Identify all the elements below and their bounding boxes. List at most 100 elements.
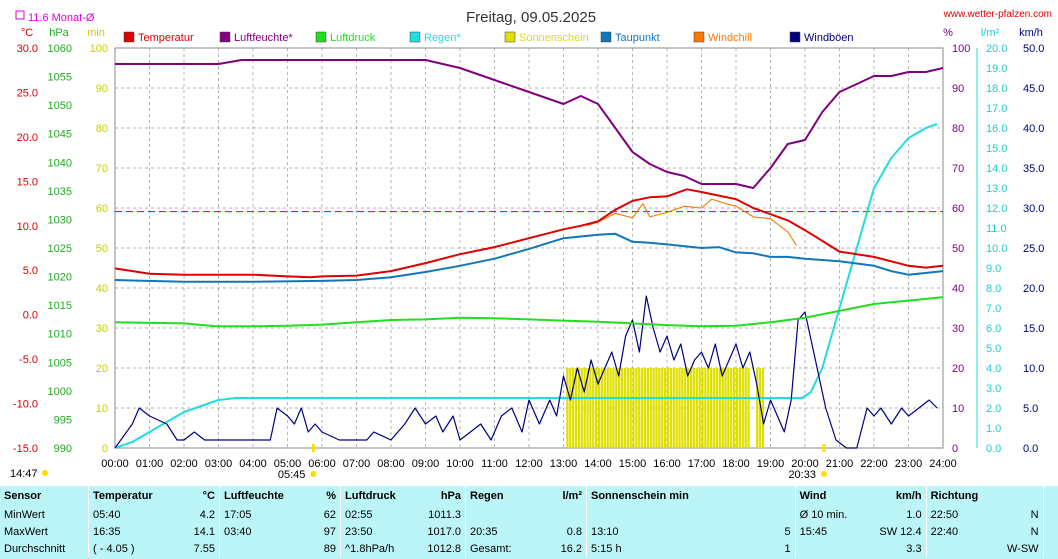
sunshine-bar	[632, 368, 635, 448]
x-tick-label: 01:00	[136, 458, 164, 470]
wind-tick-label: 0.0	[1023, 443, 1038, 455]
sunshine-bar	[612, 368, 615, 448]
dir-header: Richtung	[925, 486, 995, 506]
sunshine-bar	[664, 368, 667, 448]
sunshine-bar	[597, 368, 601, 448]
temperature-tick-label: 25.0	[17, 87, 38, 99]
x-tick-label: 23:00	[895, 458, 923, 470]
wind-value: SW 12.4	[879, 525, 922, 538]
temp-time: ( - 4.05 )	[88, 540, 177, 557]
sunshine-bar	[574, 368, 578, 448]
pressure-tick-label: 1035	[48, 186, 72, 198]
sunshine-bar	[756, 368, 759, 448]
sunshine-bar	[652, 368, 655, 448]
sunshine-tick-label: 30	[96, 323, 108, 335]
sunshine-bar	[712, 368, 716, 448]
sunshine-tick-label: 100	[90, 43, 108, 55]
wind-tick-label: 20.0	[1023, 283, 1044, 295]
legend-swatch	[123, 31, 135, 43]
temp-value: 7.55	[193, 542, 215, 555]
x-tick-label: 11:00	[481, 458, 508, 470]
legend-swatch	[693, 31, 705, 43]
rain-tick-label: 16.0	[986, 123, 1007, 135]
legend-swatch	[409, 31, 421, 43]
sunshine-bar	[730, 368, 733, 448]
wind-tick-label: 50.0	[1023, 43, 1044, 55]
wind-unit-label: km/h	[1019, 27, 1043, 39]
sunshine-bar	[666, 368, 670, 448]
hum-unit: %	[326, 490, 336, 502]
sunshine-bar	[715, 368, 719, 448]
sunshine-bar	[655, 368, 658, 448]
sunshine-bar	[649, 368, 652, 448]
weather-chart: 00:00 01:00 02:00 03:00 04:00 05:00 06:00 07:00…	[10, 9, 1052, 481]
sunshine-bar	[606, 368, 609, 448]
sunshine-bar	[641, 368, 644, 448]
sunshine-bar	[761, 368, 765, 448]
x-tick-label: 18:00	[722, 458, 750, 470]
sunshine-bar	[661, 368, 664, 448]
sunshine-bar	[744, 368, 747, 448]
x-tick-label: 12:00	[515, 458, 543, 470]
pressure-tick-label: 1055	[48, 72, 72, 84]
sun-dot-icon	[42, 470, 48, 476]
sunshine-bar	[692, 368, 696, 448]
axes: 00:00 01:00 02:00 03:00 04:00 05:00 06:00 07:00…	[13, 27, 1045, 470]
rain-tick-label: 13.0	[986, 183, 1007, 195]
x-tick-label: 20:00	[791, 458, 819, 470]
sunshine-bar	[698, 368, 701, 448]
wind-tick-label: 25.0	[1023, 243, 1044, 255]
rain-tick-label: 14.0	[986, 163, 1007, 175]
sunshine-bar	[638, 368, 641, 448]
sunshine-bar	[618, 368, 621, 448]
rain-tick-label: 3.0	[986, 383, 1001, 395]
sunshine-bar	[724, 368, 727, 448]
temperature-tick-label: -15.0	[13, 443, 38, 455]
sunshine-tick-label: 0	[102, 443, 108, 455]
humidity-tick-label: 90	[952, 83, 964, 95]
press-value: 1017.0	[427, 525, 461, 538]
humidity-tick-label: 0	[952, 443, 958, 455]
sunshine-bar	[580, 368, 583, 448]
rain-unit-label: l/m²	[981, 27, 1000, 39]
rain-tick-label: 4.0	[986, 363, 1001, 375]
legend-label: Temperatur	[138, 32, 194, 44]
wind-time: Ø 10 min.	[794, 506, 874, 523]
humidity-tick-label: 30	[952, 323, 964, 335]
humidity-tick-label: 10	[952, 403, 964, 415]
series-luftfeuchte	[115, 59, 944, 189]
rain-tick-label: 20.0	[986, 43, 1007, 55]
sun-value	[738, 506, 795, 523]
sunshine-bar	[695, 368, 698, 448]
press-header: Luftdruck	[340, 486, 419, 506]
sunshine-bar	[701, 368, 704, 448]
humidity-tick-label: 70	[952, 163, 964, 175]
x-tick-label: 08:00	[377, 458, 405, 470]
site-link[interactable]: www.wetter-pfalzen.com	[943, 9, 1052, 20]
sunshine-bar	[615, 368, 618, 448]
temperature-tick-label: 0.0	[23, 310, 38, 322]
pressure-tick-label: 1015	[48, 300, 72, 312]
x-tick-label: 21:00	[826, 458, 854, 470]
humidity-tick-label: 20	[952, 363, 964, 375]
temp-value: 14.1	[193, 525, 215, 538]
sunshine-bar	[595, 368, 598, 448]
wind-unit: km/h	[895, 490, 922, 502]
pressure-tick-label: 1060	[48, 43, 72, 55]
sensor-header: Sensor	[4, 490, 42, 502]
x-tick-label: 10:00	[446, 458, 474, 470]
sunshine-bar	[684, 368, 687, 448]
rain-tick-label: 5.0	[986, 343, 1001, 355]
legend-swatch	[315, 31, 327, 43]
hum-header: Luftfeuchte	[219, 486, 312, 506]
legend: Temperatur Luftfeuchte* Luftdruck Regen* Son…	[123, 31, 854, 44]
temperature-unit-label: °C	[21, 27, 33, 39]
dir-value: N	[1030, 508, 1039, 521]
rain-header: Regen	[465, 486, 544, 506]
pressure-tick-label: 1000	[48, 386, 72, 398]
x-tick-label: 02:00	[170, 458, 198, 470]
sunshine-tick-label: 80	[96, 123, 108, 135]
sunset-marker	[822, 444, 826, 452]
pressure-tick-label: 1020	[48, 272, 72, 284]
row-label: MinWert	[4, 508, 45, 521]
